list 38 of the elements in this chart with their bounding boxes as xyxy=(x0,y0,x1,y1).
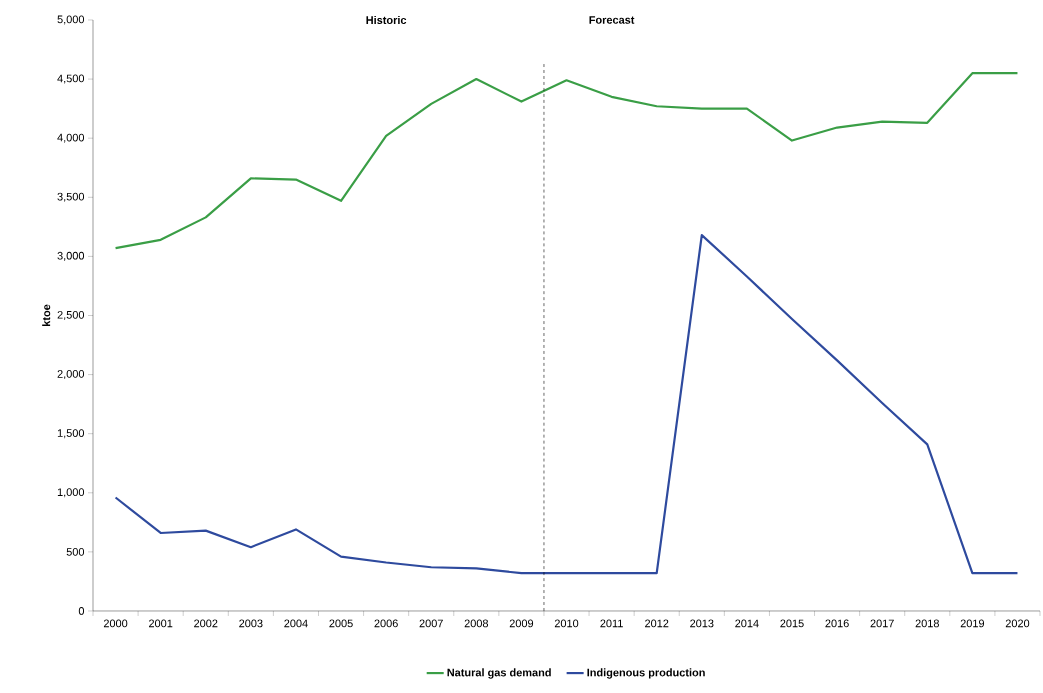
x-tick-label: 2010 xyxy=(554,619,579,628)
y-tick-label: 500 xyxy=(66,548,85,556)
x-tick-label: 2020 xyxy=(1005,619,1030,628)
x-tick-label: 2002 xyxy=(194,619,218,628)
legend-label: Natural gas demand xyxy=(447,668,551,679)
x-tick-label: 2009 xyxy=(509,619,534,628)
x-tick-label: 2013 xyxy=(690,619,714,628)
y-tick-label: 4,000 xyxy=(57,133,85,143)
x-tick-label: 2012 xyxy=(645,619,669,628)
annotation: Forecast xyxy=(589,16,635,24)
x-tick-label: 2004 xyxy=(284,619,308,628)
y-tick-label: 3,000 xyxy=(57,251,85,261)
y-tick-label: 1,000 xyxy=(57,488,85,498)
y-tick-label: 1,500 xyxy=(57,429,85,439)
x-tick-label: 2011 xyxy=(600,619,623,628)
x-tick-label: 2000 xyxy=(103,619,128,628)
y-tick-label: 0 xyxy=(78,607,85,615)
annotation: Historic xyxy=(366,15,407,25)
x-tick-label: 2007 xyxy=(419,619,443,628)
x-tick-label: 2016 xyxy=(825,619,849,628)
x-tick-label: 2018 xyxy=(915,619,939,628)
x-tick-label: 2019 xyxy=(960,619,985,628)
line-series xyxy=(114,72,1019,250)
y-tick-label: 2,500 xyxy=(57,310,85,321)
x-tick-label: 2001 xyxy=(149,619,173,628)
x-tick-label: 2006 xyxy=(374,619,398,628)
x-tick-label: 2015 xyxy=(780,619,804,628)
y-axis-title: ktoe xyxy=(42,304,51,326)
x-tick-label: 2003 xyxy=(239,619,263,628)
y-tick-label: 3,500 xyxy=(57,192,85,202)
y-tick-label: 2,000 xyxy=(57,370,85,380)
y-tick-label: 4,500 xyxy=(57,74,85,84)
x-tick-label: 2017 xyxy=(870,619,894,628)
x-tick-label: 2014 xyxy=(735,619,759,628)
y-tick-label: 5,000 xyxy=(57,15,85,25)
legend-label: Indigenous production xyxy=(587,668,705,679)
x-tick-label: 2005 xyxy=(329,619,353,628)
x-tick-label: 2008 xyxy=(464,619,489,628)
